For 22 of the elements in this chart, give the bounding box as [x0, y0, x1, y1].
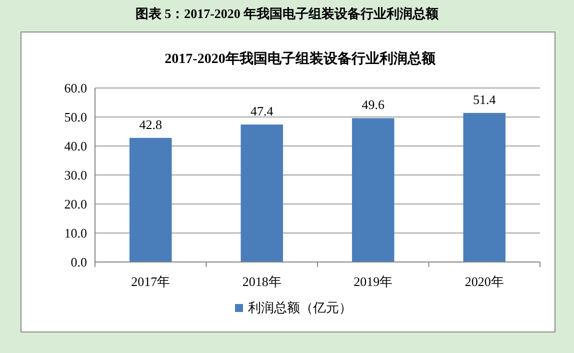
- legend-label: 利润总额（亿元）: [248, 300, 352, 315]
- data-label: 51.4: [473, 92, 496, 107]
- data-label: 47.4: [250, 104, 274, 119]
- y-tick-label: 40.0: [64, 138, 87, 154]
- x-tick-label: 2018年: [242, 274, 282, 289]
- x-tick-label: 2020年: [464, 274, 504, 289]
- y-tick-label: 50.0: [64, 110, 87, 124]
- y-tick-label: 60.0: [64, 80, 87, 96]
- x-tick-label: 2017年: [131, 274, 170, 289]
- data-label: 42.8: [139, 116, 162, 132]
- data-label: 49.6: [362, 97, 385, 112]
- text: 图表 5：2017-2020 年我国电子组装设备行业利润总额: [135, 6, 440, 21]
- y-tick-label: 10.0: [64, 226, 87, 240]
- bar: [463, 112, 506, 262]
- bar: [240, 124, 284, 262]
- bar: [352, 118, 394, 262]
- chart-title: 2017-2020年我国电子组装设备行业利润总额: [164, 50, 436, 67]
- y-tick-label: 0.0: [70, 254, 87, 270]
- bar: [129, 138, 172, 262]
- y-tick-label: 30.0: [64, 168, 87, 182]
- x-tick-label: 2019年: [354, 274, 393, 289]
- y-tick-label: 20.0: [64, 196, 87, 212]
